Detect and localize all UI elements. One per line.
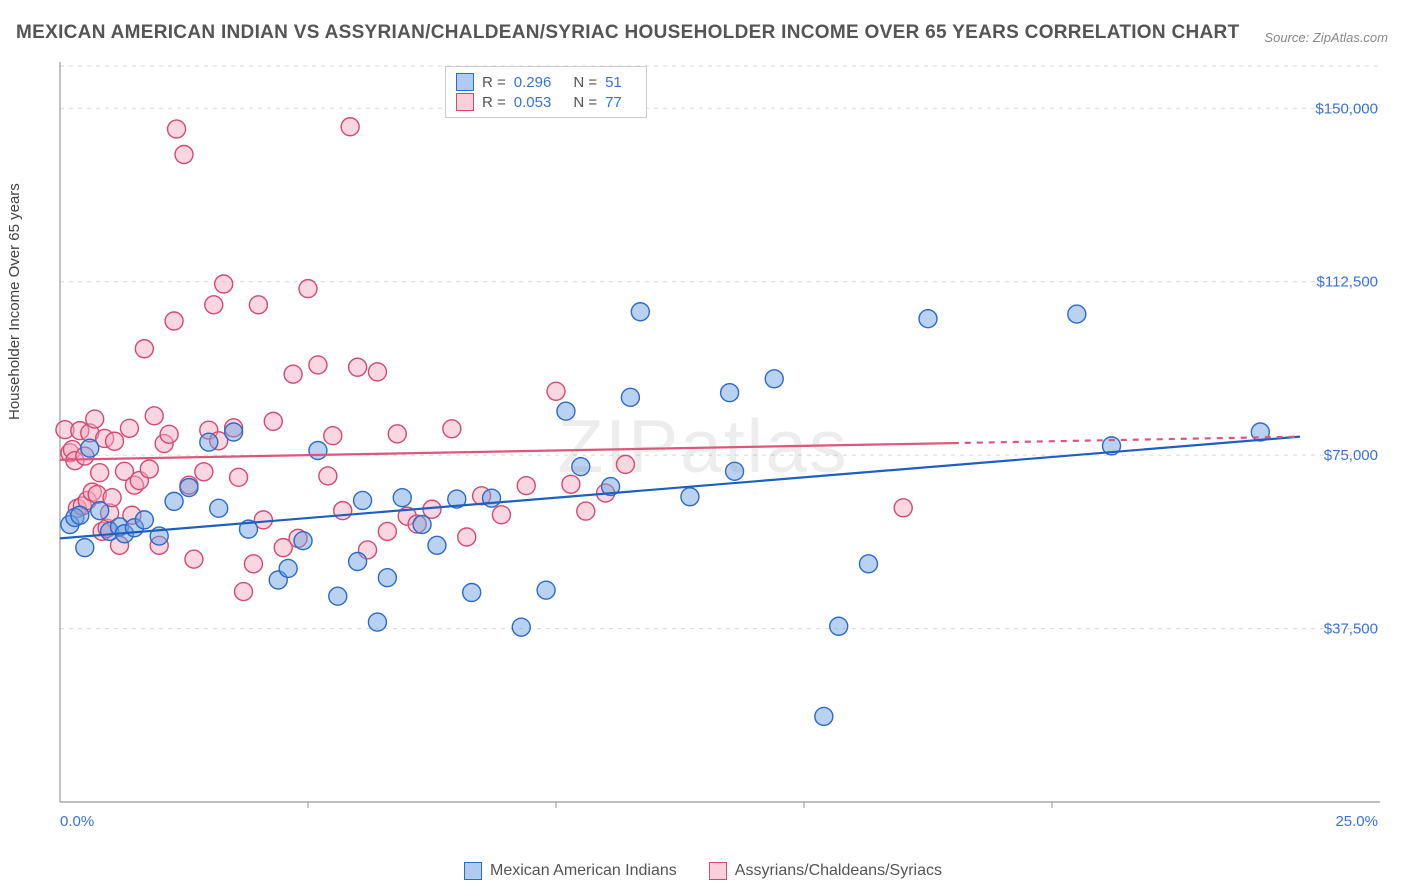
r-label: R = [482,94,506,111]
n-value-pink: 77 [605,94,622,111]
source-value: ZipAtlas.com [1313,30,1388,45]
legend-label-pink: Assyrians/Chaldeans/Syriacs [735,862,942,880]
svg-text:$37,500: $37,500 [1324,621,1378,638]
swatch-blue-icon [456,73,474,91]
stats-row-pink: R = 0.053 N = 77 [456,93,636,111]
svg-text:25.0%: 25.0% [1335,813,1378,830]
source-attribution: Source: ZipAtlas.com [1264,30,1388,45]
r-label: R = [482,74,506,91]
scatter-chart-svg: $37,500 $75,000 $112,500 $150,000 0.0% 25.0% [50,62,1390,832]
y-axis-label: Householder Income Over 65 years [6,183,23,420]
stats-legend-box: R = 0.296 N = 51 R = 0.053 N = 77 [445,66,647,118]
chart-area: $37,500 $75,000 $112,500 $150,000 0.0% 25.0% [50,62,1390,832]
source-label: Source: [1264,30,1309,45]
r-value-blue: 0.296 [514,74,552,91]
svg-text:0.0%: 0.0% [60,813,94,830]
stats-row-blue: R = 0.296 N = 51 [456,73,636,91]
svg-text:$150,000: $150,000 [1315,100,1378,117]
n-label: N = [573,94,597,111]
legend-label-blue: Mexican American Indians [490,862,677,880]
bottom-legend: Mexican American Indians Assyrians/Chald… [464,862,942,880]
n-value-blue: 51 [605,74,622,91]
swatch-pink-icon [456,93,474,111]
legend-item-blue: Mexican American Indians [464,862,677,880]
svg-text:$112,500: $112,500 [1317,274,1378,291]
swatch-pink-icon [709,862,727,880]
legend-item-pink: Assyrians/Chaldeans/Syriacs [709,862,942,880]
chart-title: MEXICAN AMERICAN INDIAN VS ASSYRIAN/CHAL… [16,22,1239,44]
swatch-blue-icon [464,862,482,880]
svg-text:$75,000: $75,000 [1324,447,1378,464]
r-value-pink: 0.053 [514,94,552,111]
n-label: N = [573,74,597,91]
